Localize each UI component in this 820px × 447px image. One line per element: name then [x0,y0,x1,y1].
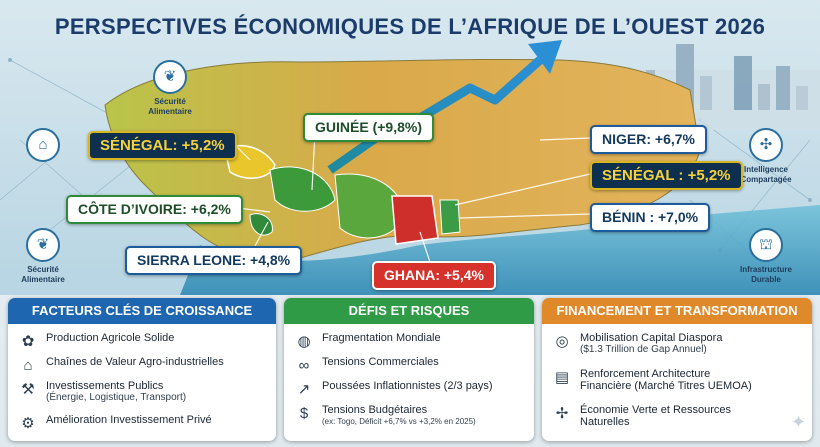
factory-badge: ⌂ [8,128,78,165]
item-sublabel: (ex: Togo, Déficit +6,7% vs +3,2% en 202… [322,417,476,426]
list-item: $ Tensions Budgétaires (ex: Togo, Défici… [294,404,528,428]
list-item: ◎ Mobilisation Capital Diaspora ($1.3 Tr… [552,332,806,356]
list-item: ◍ Fragmentation Mondiale [294,332,528,352]
item-label: Tensions Budgétaires [322,404,428,416]
chart-up-icon: ↗ [297,381,311,398]
tag-niger: NIGER: +6,7% [590,125,707,154]
gear-icon: ⚙ [21,415,35,432]
list-item: ↗ Poussées Inflationnistes (2/3 pays) [294,380,528,400]
item-label: Amélioration Investissement Privé [46,414,212,426]
badge-label: Alimentaire [21,275,65,284]
factory-icon: ⌂ [23,357,33,374]
badge-label: Durable [751,275,781,284]
item-label: Naturelles [580,416,630,428]
panel-title: DÉFIS ET RISQUES [284,298,534,324]
list-item: ⌂ Chaînes de Valeur Agro-industrielles [18,356,270,376]
badge-label: Compartagée [740,175,792,184]
sparkle-icon: ✦ [790,412,806,432]
tag-cote-divoire: CÔTE D’IVOIRE: +6,2% [66,195,243,224]
tag-benin: BÉNIN : +7,0% [590,203,711,232]
crane-icon: ⚒ [21,381,35,398]
item-label: Renforcement Architecture [580,368,711,380]
banknote-icon: ▤ [554,369,570,386]
item-label: Mobilisation Capital Diaspora [580,332,723,344]
panel-body: ✿ Production Agricole Solide ⌂ Chaînes d… [8,324,276,441]
money-bag-icon: $ [299,405,309,422]
list-item: ✢ Économie Verte et Ressources Naturelle… [552,404,806,428]
item-label: Chaînes de Valeur Agro-industrielles [46,356,224,368]
item-label: Tensions Commerciales [322,356,439,368]
intelligence-badge: ✣ Intelligence Compartagée [722,128,810,185]
item-sublabel: ($1.3 Trillion de Gap Annuel) [580,344,707,355]
infrastructure-badge: ⛫ Infrastructure Durable [722,228,810,285]
hero-map-area: PERSPECTIVES ÉCONOMIQUES DE L’AFRIQUE DE… [0,0,820,295]
factory-icon: ⌂ [26,128,60,162]
badge-label: Alimentaire [148,107,192,116]
chain-icon: ∞ [298,357,310,374]
item-label: Investissements Publics [46,380,164,392]
item-label: Fragmentation Mondiale [322,332,441,344]
panel-body: ◎ Mobilisation Capital Diaspora ($1.3 Tr… [542,324,812,441]
panel-title: FACTEURS CLÉS DE CROISSANCE [8,298,276,324]
wheat-icon: ❦ [153,60,187,94]
list-item: ▤ Renforcement Architecture Financière (… [552,368,806,392]
tag-ghana: GHANA: +5,4% [372,261,496,290]
list-item: ⚒ Investissements Publics (Énergie, Logi… [18,380,270,404]
tag-senegal-right: SÉNÉGAL : +5,2% [590,161,743,190]
panel-financing: FINANCEMENT ET TRANSFORMATION ◎ Mobilisa… [542,298,812,441]
item-label: Économie Verte et Ressources [580,404,732,416]
wheat-icon: ❦ [26,228,60,262]
panel-risks: DÉFIS ET RISQUES ◍ Fragmentation Mondial… [284,298,534,441]
farm-icon: ✿ [21,333,35,350]
wind-turbine-icon: ✢ [555,405,569,422]
network-icon: ✣ [749,128,783,162]
food-security-badge-top: ❦ Sécurité Alimentaire [130,60,210,117]
globe-icon: ◍ [297,333,311,350]
coins-icon: ◎ [555,333,569,350]
tag-senegal-left: SÉNÉGAL: +5,2% [88,131,237,160]
badge-label: Intelligence [743,165,788,174]
list-item: ∞ Tensions Commerciales [294,356,528,376]
item-sublabel: (Énergie, Logistique, Transport) [46,392,187,403]
badge-label: Sécurité [154,97,186,106]
list-item: ✿ Production Agricole Solide [18,332,270,352]
badge-label: Sécurité [27,265,59,274]
panel-title: FINANCEMENT ET TRANSFORMATION [542,298,812,324]
item-label: Poussées Inflationnistes (2/3 pays) [322,380,493,392]
panel-body: ◍ Fragmentation Mondiale ∞ Tensions Comm… [284,324,534,441]
panel-growth-factors: FACTEURS CLÉS DE CROISSANCE ✿ Production… [8,298,276,441]
badge-label: Infrastructure [739,265,792,274]
tag-guinee: GUINÉE (+9,8%) [303,113,434,142]
list-item: ⚙ Amélioration Investissement Privé [18,414,270,434]
item-label: Production Agricole Solide [46,332,175,344]
item-label: Financière (Marché Titres UEMOA) [580,380,752,392]
bridge-icon: ⛫ [749,228,783,262]
food-security-badge-bottom: ❦ Sécurité Alimentaire [8,228,78,285]
page-title: PERSPECTIVES ÉCONOMIQUES DE L’AFRIQUE DE… [54,14,766,39]
tag-sierra-leone: SIERRA LEONE: +4,8% [125,246,303,275]
